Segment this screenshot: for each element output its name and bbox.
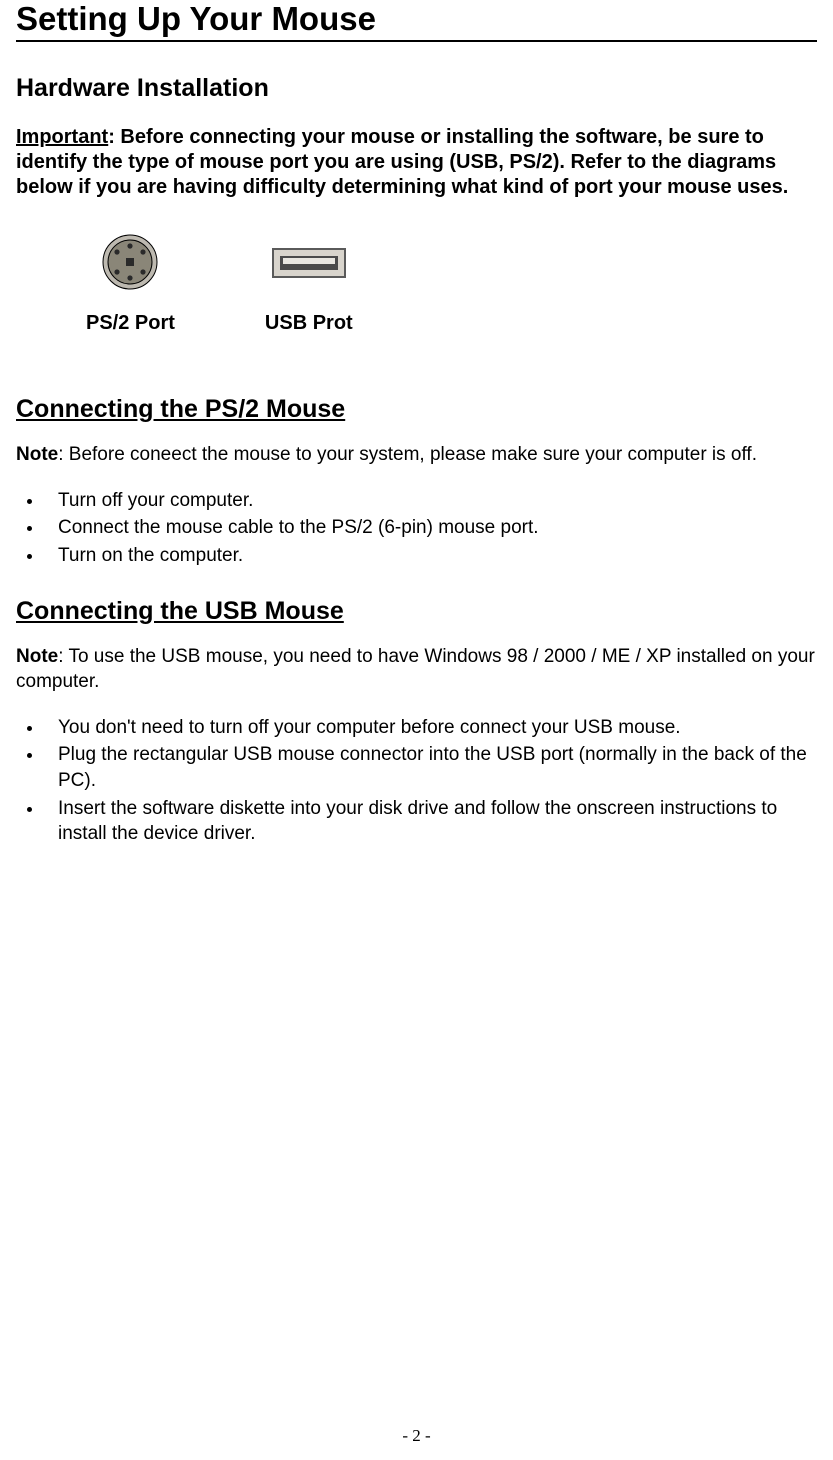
important-text: : Before connecting your mouse or instal… bbox=[16, 126, 788, 198]
ps2-note: Note: Before coneect the mouse to your s… bbox=[16, 442, 817, 468]
usb-note: Note: To use the USB mouse, you need to … bbox=[16, 644, 817, 695]
ps2-note-label: Note bbox=[16, 444, 58, 465]
list-item: You don't need to turn off your computer… bbox=[44, 715, 817, 741]
ps2-steps-list: Turn off your computer. Connect the mous… bbox=[16, 488, 817, 569]
page-title: Setting Up Your Mouse bbox=[16, 0, 817, 42]
list-item: Connect the mouse cable to the PS/2 (6-p… bbox=[44, 515, 817, 541]
ps2-note-text: : Before coneect the mouse to your syste… bbox=[58, 444, 757, 465]
document-page: Setting Up Your Mouse Hardware Installat… bbox=[0, 0, 833, 1460]
section-heading-hardware: Hardware Installation bbox=[16, 74, 817, 103]
list-item: Turn off your computer. bbox=[44, 488, 817, 514]
port-diagram-row: PS/2 Port USB Prot bbox=[16, 234, 817, 335]
usb-port-label: USB Prot bbox=[265, 312, 353, 335]
list-item: Plug the rectangular USB mouse connector… bbox=[44, 742, 817, 793]
usb-port-icon bbox=[272, 248, 346, 278]
important-label: Important bbox=[16, 126, 108, 148]
section-heading-ps2: Connecting the PS/2 Mouse bbox=[16, 395, 817, 424]
ps2-port-label: PS/2 Port bbox=[86, 312, 175, 335]
list-item: Insert the software diskette into your d… bbox=[44, 796, 817, 847]
usb-note-text: : To use the USB mouse, you need to have… bbox=[16, 646, 815, 693]
usb-port-column: USB Prot bbox=[265, 248, 353, 335]
list-item: Turn on the computer. bbox=[44, 543, 817, 569]
section-heading-usb: Connecting the USB Mouse bbox=[16, 597, 817, 626]
page-number: - 2 - bbox=[0, 1426, 833, 1446]
ps2-port-column: PS/2 Port bbox=[86, 234, 175, 335]
important-paragraph: Important: Before connecting your mouse … bbox=[16, 125, 817, 200]
usb-steps-list: You don't need to turn off your computer… bbox=[16, 715, 817, 847]
ps2-port-icon bbox=[102, 234, 158, 290]
usb-note-label: Note bbox=[16, 646, 58, 667]
